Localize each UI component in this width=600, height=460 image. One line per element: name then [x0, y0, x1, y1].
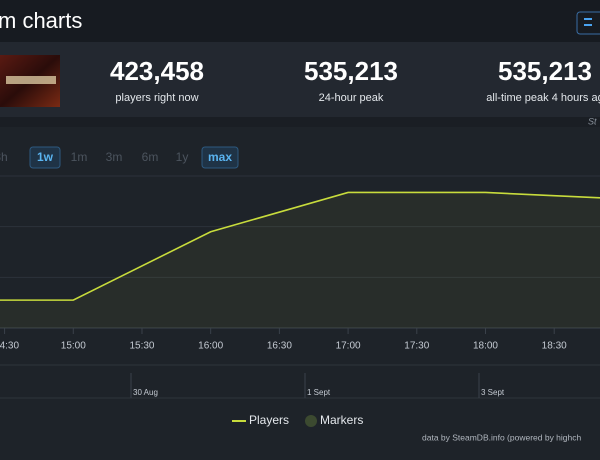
range-button-label[interactable]: 8h [0, 150, 8, 164]
top-bar [0, 0, 600, 42]
x-tick-label: 16:30 [267, 341, 292, 352]
stat-value: 535,213 [498, 56, 592, 86]
range-button-label[interactable]: 6m [142, 150, 159, 164]
x-tick-label: 15:30 [129, 341, 154, 352]
stat-value: 423,458 [110, 56, 204, 86]
x-tick-label: 16:00 [198, 341, 223, 352]
navigator-label: 30 Aug [133, 388, 158, 397]
navigator-label: 1 Sept [307, 388, 331, 397]
game-art-logo [6, 76, 56, 84]
note: St [588, 116, 597, 126]
page-title: m charts [0, 8, 82, 33]
x-tick-label: 17:00 [336, 341, 361, 352]
range-button[interactable] [201, 146, 239, 169]
x-tick-label: 17:30 [404, 341, 429, 352]
line [0, 191, 600, 301]
x-tick-label: 15:00 [61, 341, 86, 352]
icon [584, 18, 592, 20]
legend-marker [305, 415, 317, 427]
stat-label: 24-hour peak [319, 92, 384, 104]
stat-value: 535,213 [304, 56, 398, 86]
range-button-label[interactable]: 1y [176, 150, 189, 164]
legend-label[interactable]: Players [249, 413, 289, 427]
credit: data by SteamDB.info (powered by highch [422, 432, 582, 442]
stat-label: players right now [115, 92, 198, 104]
icon [584, 24, 592, 26]
legend-label[interactable]: Markers [320, 413, 363, 427]
range-button-label[interactable]: max [208, 150, 232, 164]
band [0, 117, 600, 127]
stat-label: all-time peak 4 hours ag [486, 92, 600, 104]
stats-band [0, 42, 600, 117]
range-button-label[interactable]: 1w [37, 150, 54, 164]
x-tick-label: 4:30 [0, 341, 19, 352]
x-tick-label: 18:30 [542, 341, 567, 352]
range-button[interactable] [29, 146, 61, 169]
range-button-label[interactable]: 3m [106, 150, 123, 164]
menu-button[interactable] [576, 11, 600, 35]
area [0, 192, 600, 328]
x-tick-label: 18:00 [473, 341, 498, 352]
range-button-label[interactable]: 1m [71, 150, 88, 164]
navigator-label: 3 Sept [481, 388, 505, 397]
